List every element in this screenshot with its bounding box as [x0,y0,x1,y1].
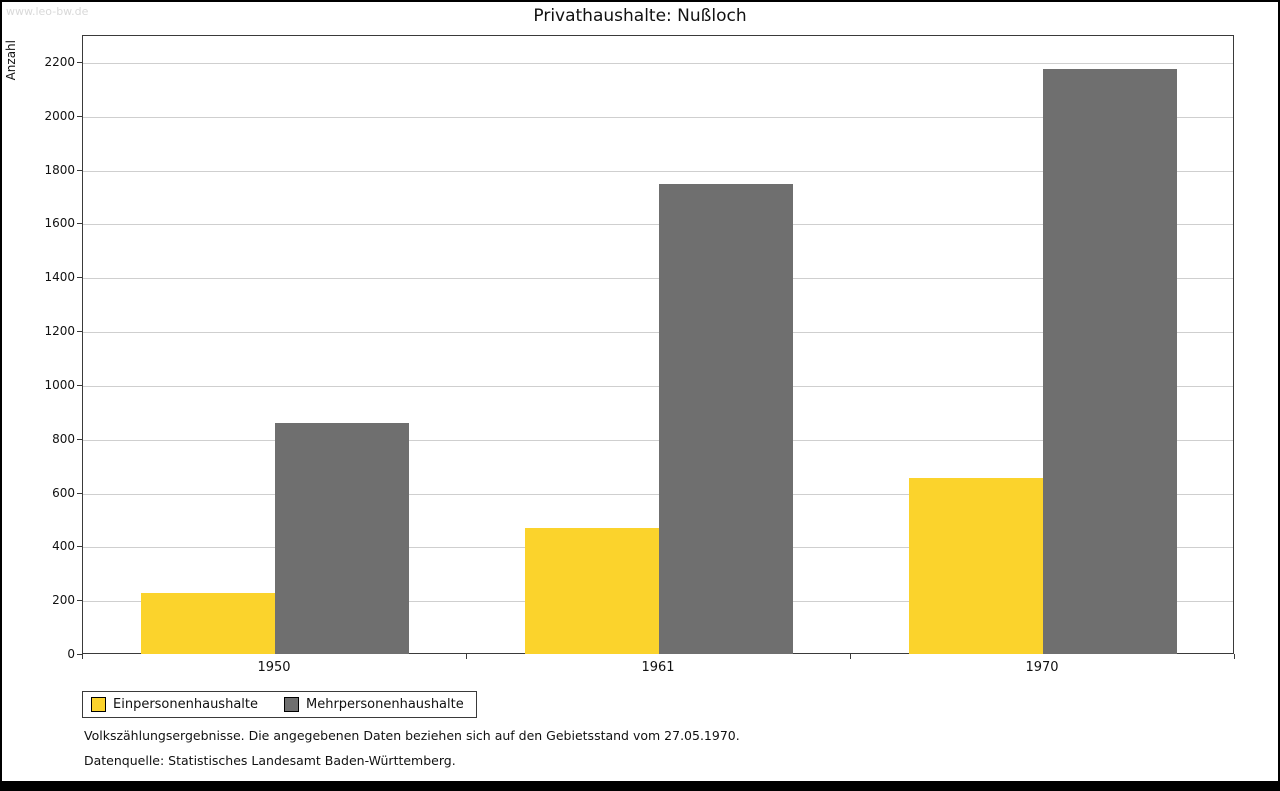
footnote-source: Datenquelle: Statistisches Landesamt Bad… [84,753,456,768]
y-tick-label: 600 [52,485,75,500]
y-tick-label: 400 [52,539,75,554]
footnote-census: Volkszählungsergebnisse. Die angegebenen… [84,728,740,743]
legend-item-mehrpersonenhaushalte: Mehrpersonenhaushalte [284,697,464,712]
chart-title: Privathaushalte: Nußloch [533,6,747,26]
y-tick-label: 1200 [44,324,75,339]
x-tick-mark [82,654,83,659]
plot-area [82,35,1234,654]
legend: Einpersonenhaushalte Mehrpersonenhaushal… [82,691,477,718]
x-tick-label: 1961 [641,660,675,675]
y-tick-label: 200 [52,593,75,608]
gridline [83,224,1233,226]
bar-mehrpersonenhaushalte-1961 [659,184,793,654]
y-tick-mark [77,384,82,386]
y-tick-label: 2200 [44,55,75,69]
bar-einpersonenhaushalte-1961 [525,527,659,654]
y-tick-mark [77,331,82,333]
gridline [83,63,1233,64]
y-tick-label: 1000 [44,377,75,392]
y-tick-label: 0 [67,647,75,661]
gridline [83,493,1233,495]
gridline [83,385,1233,387]
y-tick-label: 1400 [44,270,75,285]
bar-einpersonenhaushalte-1950 [141,593,275,654]
gridline [83,439,1233,441]
y-tick-mark [77,169,82,171]
gridline [83,116,1233,118]
y-tick-label: 1800 [44,162,75,177]
legend-item-einpersonenhaushalte: Einpersonenhaushalte [91,697,258,712]
legend-swatch-mehrpersonenhaushalte [284,697,299,712]
y-tick-mark [77,277,82,279]
y-tick-mark [77,438,82,440]
y-tick-mark [77,546,82,548]
watermark: www.leo-bw.de [6,5,89,18]
x-tick-mark [466,654,467,659]
y-tick-label: 800 [52,431,75,446]
bar-einpersonenhaushalte-1970 [909,477,1043,654]
x-tick-label: 1970 [1025,660,1059,675]
y-tick-mark [77,492,82,494]
gridline [83,170,1233,172]
legend-swatch-einpersonenhaushalte [91,697,106,712]
x-tick-mark [1234,654,1235,659]
y-tick-mark [77,600,82,602]
bar-mehrpersonenhaushalte-1970 [1043,68,1177,654]
gridline [83,278,1233,280]
gridline [83,332,1233,334]
y-tick-mark [77,115,82,117]
x-tick-label: 1950 [257,660,291,675]
y-tick-label: 1600 [44,216,75,231]
y-tick-mark [77,654,82,655]
y-axis-label: Anzahl [4,40,18,81]
y-tick-mark [77,223,82,225]
bar-mehrpersonenhaushalte-1950 [275,422,409,654]
x-tick-mark [850,654,851,659]
y-tick-mark [77,62,82,63]
y-tick-label: 2000 [44,108,75,123]
legend-label-mehrpersonenhaushalte: Mehrpersonenhaushalte [306,697,464,712]
legend-label-einpersonenhaushalte: Einpersonenhaushalte [113,697,258,712]
